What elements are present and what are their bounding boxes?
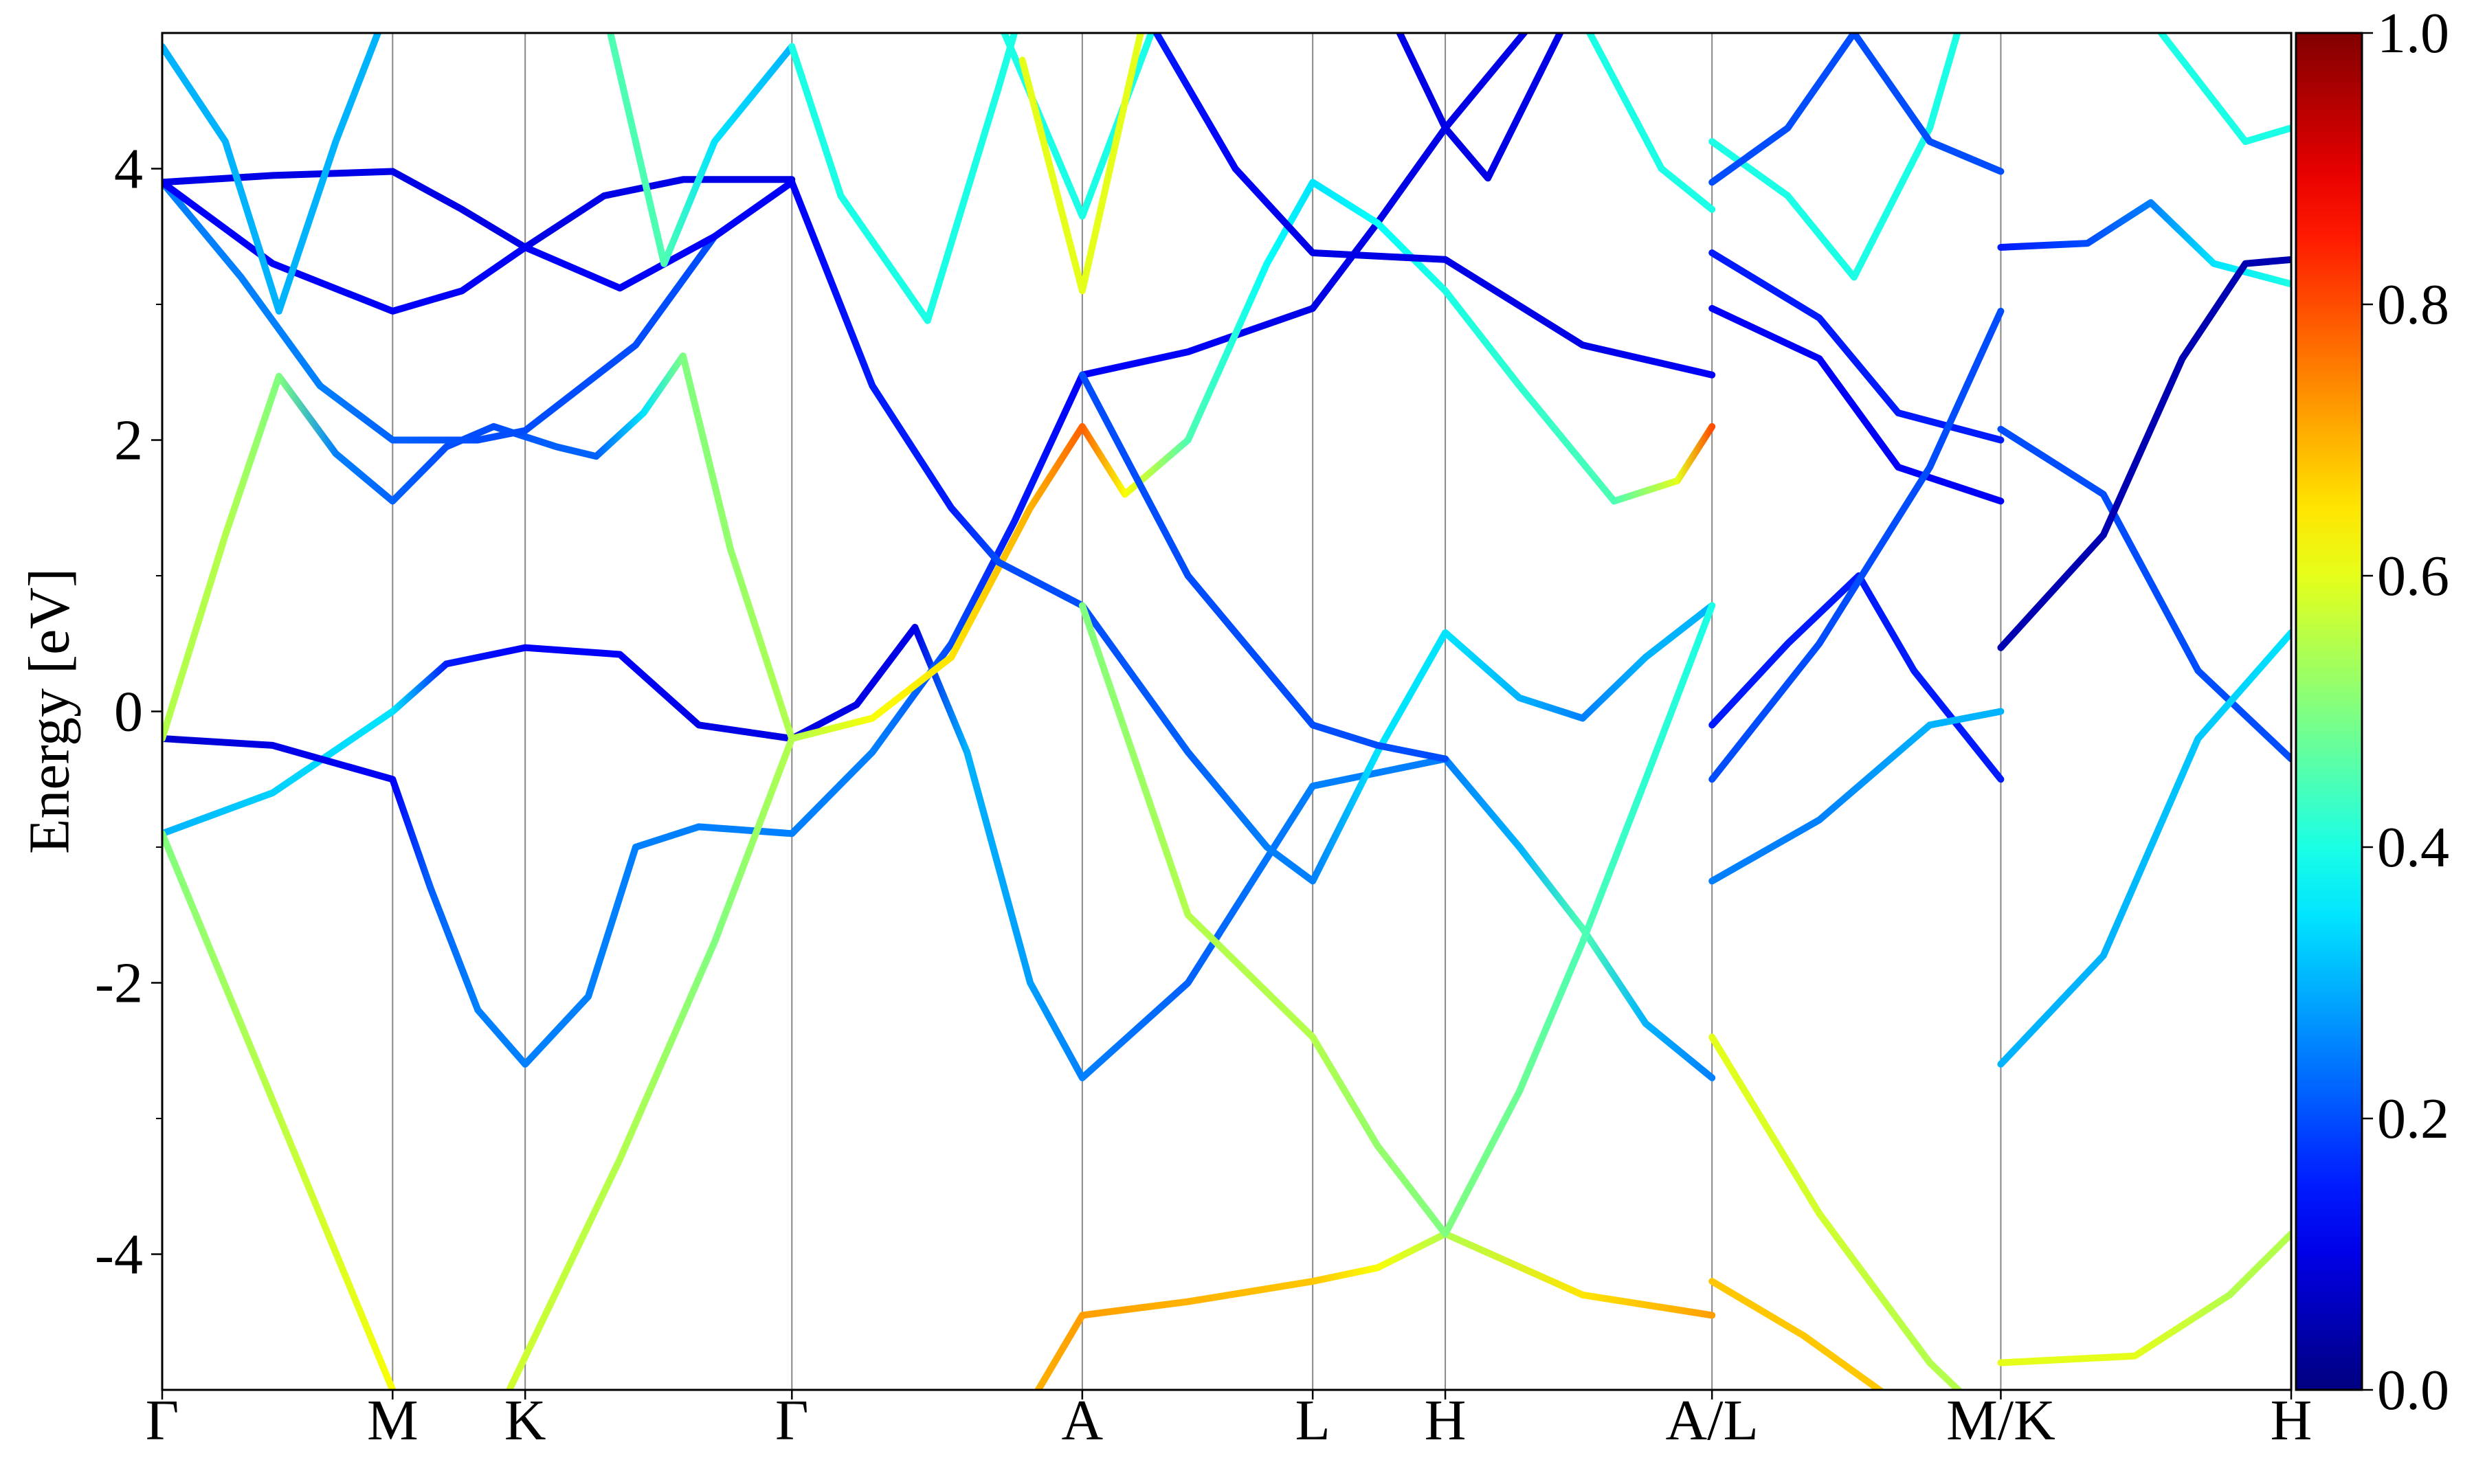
- band-line: [1585, 33, 1716, 213]
- band-line: [1001, 33, 1155, 220]
- x-tick-label: A: [1062, 1389, 1104, 1452]
- band-line: [162, 33, 382, 315]
- band-line: [1708, 708, 2005, 885]
- band-line: [1708, 1278, 1886, 1390]
- x-tick-label: A/L: [1666, 1389, 1759, 1452]
- band-line: [788, 33, 1018, 324]
- band-line: [506, 179, 1716, 1390]
- colorbar-tick-label: 0.6: [2377, 544, 2449, 608]
- x-tick-label: Γ: [146, 1389, 179, 1452]
- colorbar-tick-label: 1.0: [2377, 1, 2449, 65]
- x-tick-label: K: [504, 1389, 546, 1452]
- band-line: [1034, 1230, 1716, 1390]
- y-tick-label: -2: [95, 952, 143, 1015]
- band-line: [1708, 33, 2005, 186]
- band-line: [162, 179, 1716, 885]
- band-line: [1997, 256, 2291, 651]
- bands: [162, 33, 2291, 1390]
- colorbar-tick-label: 0.8: [2377, 273, 2449, 337]
- band-line: [162, 352, 796, 742]
- band-line: [1997, 1230, 2291, 1367]
- y-tick-label: 4: [114, 137, 143, 201]
- band-line: [607, 33, 796, 267]
- colorbar-tick-label: 0.0: [2377, 1358, 2449, 1422]
- band-line: [162, 33, 1529, 1068]
- colorbar: [2295, 32, 2363, 1391]
- colorbar-tick-label: 0.4: [2377, 816, 2449, 879]
- band-line: [162, 168, 796, 251]
- x-tick-label: M: [367, 1389, 419, 1452]
- x-tick-label: H: [1425, 1389, 1467, 1452]
- band-line: [1708, 33, 1961, 281]
- band-line: [1997, 425, 2291, 763]
- band-line: [162, 624, 1716, 1081]
- band-line: [1078, 602, 1716, 1237]
- band-line: [1997, 199, 2291, 288]
- y-tick-label: 0: [114, 680, 143, 744]
- band-line: [162, 830, 397, 1390]
- band-line: [1708, 1033, 1963, 1390]
- y-axis-label: Energy [eV]: [17, 568, 81, 854]
- band-line: [1396, 33, 1564, 182]
- x-tick-label: L: [1295, 1389, 1330, 1452]
- colorbar-tick-label: 0.2: [2377, 1087, 2449, 1151]
- band-line: [2157, 33, 2291, 145]
- y-tick-label: 2: [114, 409, 143, 473]
- band-line: [1708, 307, 2005, 783]
- y-tick-label: -4: [95, 1223, 143, 1287]
- band-line: [1152, 33, 1716, 379]
- band-line: [1708, 304, 2005, 505]
- x-tick-label: H: [2271, 1389, 2313, 1452]
- x-tick-label: M/K: [1946, 1389, 2055, 1452]
- band-line: [1997, 629, 2291, 1068]
- plot-frame: [161, 32, 2293, 1391]
- band-line: [1708, 572, 2005, 783]
- x-tick-label: Γ: [775, 1389, 809, 1452]
- band-line: [1018, 33, 1144, 295]
- band-line: [1078, 371, 1449, 763]
